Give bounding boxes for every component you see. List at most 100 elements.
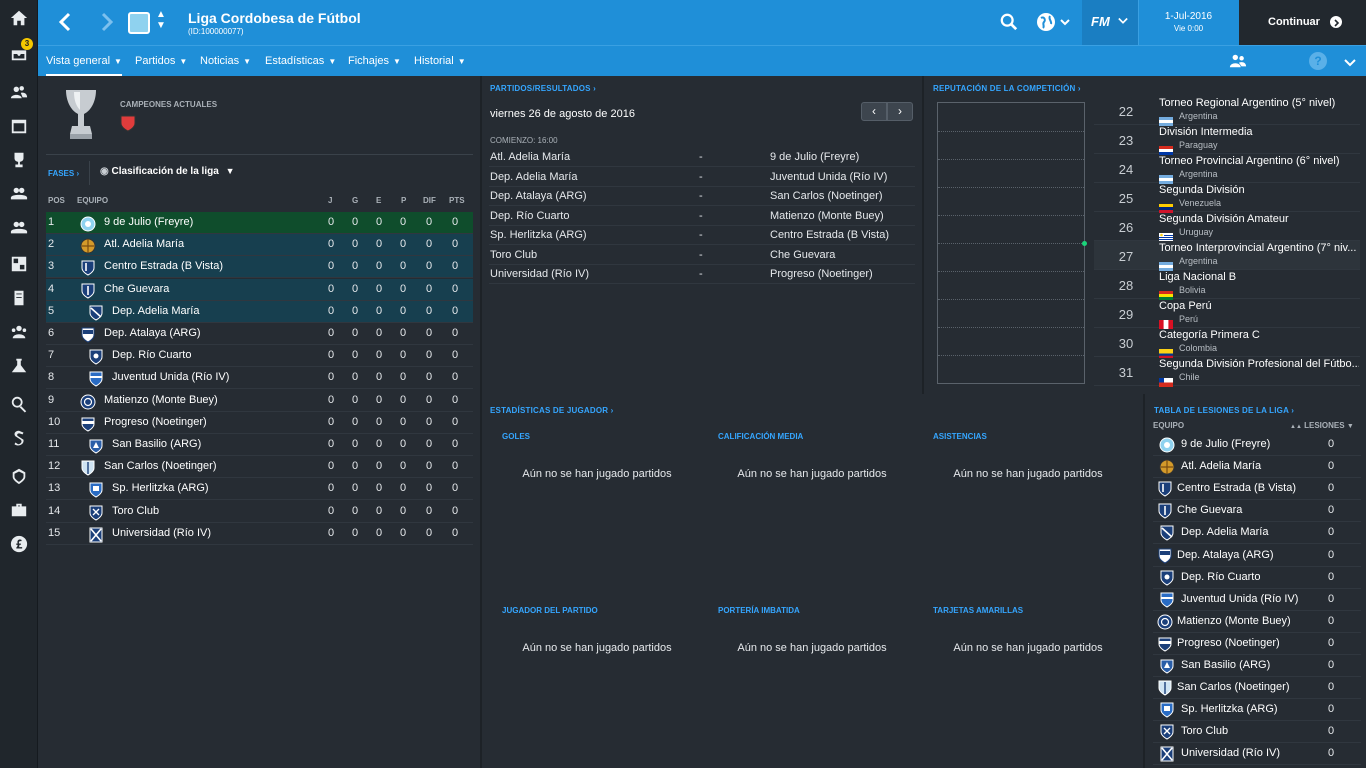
home-icon[interactable] [7,6,31,30]
away-team[interactable]: 9 de Julio (Freyre) [770,151,860,163]
assists-title[interactable]: ASISTENCIAS [933,432,987,441]
competition-switch-icon[interactable]: ▲ ▼ [156,9,166,31]
table-row[interactable]: 14 Toro Club 0 0 0 0 0 0 [46,501,473,523]
reputation-row[interactable]: 26 Segunda División Amateur Uruguay [1094,212,1360,242]
header-team[interactable]: EQUIPO [77,196,109,205]
yellow-cards-title[interactable]: TARJETAS AMARILLAS [933,606,1024,615]
team-name[interactable]: Juventud Unida (Río IV) [112,371,230,384]
report-icon[interactable] [7,286,31,310]
fixture-row[interactable]: Atl. Adelia María - 9 de Julio (Freyre) [489,148,915,167]
injuries-title[interactable]: TABLA DE LESIONES DE LA LIGA › [1154,406,1295,415]
trophy-icon[interactable] [7,148,31,172]
team-name[interactable]: Atl. Adelia María [104,238,185,251]
injury-row[interactable]: Toro Club 0 [1153,721,1361,744]
goals-title[interactable]: GOLES [502,432,531,441]
team-name[interactable]: Progreso (Noetinger) [104,415,207,428]
champion-crest[interactable] [120,114,136,132]
competition-name[interactable]: Liga Nacional B [1159,271,1237,283]
table-row[interactable]: 7 Dep. Río Cuarto 0 0 0 0 0 0 [46,345,473,368]
competition-name[interactable]: División Intermedia [1159,126,1253,138]
tactics-icon[interactable] [7,252,31,276]
team-name[interactable]: Che Guevara [1177,504,1243,517]
player-stats-title[interactable]: ESTADÍSTICAS DE JUGADOR › [490,406,614,415]
home-team[interactable]: Sp. Herlitzka (ARG) [490,229,587,241]
reputation-row[interactable]: 31 Segunda División Profesional del Fútbo… [1094,357,1360,387]
tab-transfers[interactable]: Fichajes ▼ [348,46,401,76]
briefcase-icon[interactable] [7,498,31,522]
header-won[interactable]: G [352,196,359,205]
competition-name[interactable]: Torneo Interprovincial Argentino (7° niv… [1159,242,1357,254]
people-icon[interactable] [1228,52,1248,70]
away-team[interactable]: Che Guevara [770,248,836,261]
header-points[interactable]: PTS [449,196,465,205]
calendar-icon[interactable] [7,114,31,138]
reputation-row[interactable]: 25 Segunda División Venezuela [1094,183,1360,213]
injury-row[interactable]: Atl. Adelia María 0 [1153,456,1361,479]
squad-icon[interactable] [7,80,31,104]
back-icon[interactable] [54,10,78,34]
away-team[interactable]: San Carlos (Noetinger) [770,190,883,202]
competition-name[interactable]: Segunda División [1159,184,1245,196]
team-name[interactable]: Dep. Atalaya (ARG) [104,327,201,339]
tab-overview[interactable]: Vista general ▼ [46,46,122,76]
home-team[interactable]: Dep. Adelia María [490,170,578,183]
team-name[interactable]: Dep. Atalaya (ARG) [1177,548,1274,561]
team-name[interactable]: San Basilio (ARG) [1181,659,1271,671]
injury-row[interactable]: Centro Estrada (B Vista) 0 [1153,478,1361,501]
competition-name[interactable]: Categoría Primera C [1159,329,1260,341]
reputation-row[interactable]: 27 Torneo Interprovincial Argentino (7° n… [1094,241,1360,271]
inbox-icon[interactable]: 3 [7,38,33,66]
fixture-row[interactable]: Dep. Atalaya (ARG) - San Carlos (Noetinger… [489,187,915,206]
table-row[interactable]: 13 Sp. Herlitzka (ARG) 0 0 0 0 0 0 [46,478,473,501]
table-row[interactable]: 10 Progreso (Noetinger) 0 0 0 0 0 0 [46,412,473,434]
team-name[interactable]: Universidad (Río IV) [1181,747,1281,760]
team-name[interactable]: Dep. Adelia María [112,304,200,317]
fixture-row[interactable]: Universidad (Río IV) - Progreso (Noetinger… [489,265,915,284]
team-name[interactable]: Toro Club [112,504,160,517]
injury-row[interactable]: Dep. Atalaya (ARG) 0 [1153,545,1361,567]
team-name[interactable]: 9 de Julio (Freyre) [104,216,194,228]
team-name[interactable]: 9 de Julio (Freyre) [1181,438,1271,450]
fm-menu[interactable]: FM [1082,0,1138,45]
phases-link[interactable]: FASES › [48,169,80,178]
tab-history[interactable]: Historial ▼ [414,46,466,76]
away-team[interactable]: Progreso (Noetinger) [770,268,873,280]
competition-name[interactable]: Segunda División Profesional del Fútbo..… [1159,358,1359,370]
away-team[interactable]: Juventud Unida (Río IV) [770,170,888,183]
table-row[interactable]: 4 Che Guevara 0 0 0 0 0 0 [46,278,473,301]
team-name[interactable]: Centro Estrada (B Vista) [104,260,224,273]
tab-news[interactable]: Noticias ▼ [200,46,251,76]
home-team[interactable]: Dep. Atalaya (ARG) [490,190,587,202]
injury-row[interactable]: Dep. Adelia María 0 [1153,522,1361,545]
injuries-col-header[interactable]: ▲▲ LESIONES ▼ [1290,421,1354,430]
table-row[interactable]: 5 Dep. Adelia María 0 0 0 0 0 0 [46,300,473,323]
clean-sheets-title[interactable]: PORTERÍA IMBATIDA [718,606,800,615]
team-name[interactable]: Progreso (Noetinger) [1177,636,1280,649]
header-played[interactable]: J [328,196,333,205]
injury-row[interactable]: San Carlos (Noetinger) 0 [1153,677,1361,700]
reputation-row[interactable]: 30 Categoría Primera C Colombia [1094,328,1360,358]
home-team[interactable]: Atl. Adelia María [490,151,571,163]
header-pos[interactable]: POS [48,196,65,205]
world-icon[interactable] [1036,12,1072,32]
fixture-row[interactable]: Sp. Herlitzka (ARG) - Centro Estrada (B Vi… [489,226,915,245]
next-date-button[interactable]: › [887,102,913,121]
training-icon[interactable] [7,354,31,378]
stage-dropdown[interactable]: ◉ Clasificación de la liga ▼ [100,166,234,177]
reserves-icon[interactable] [7,182,31,206]
injury-row[interactable]: Sp. Herlitzka (ARG) 0 [1153,699,1361,722]
team-name[interactable]: Matienzo (Monte Buey) [104,393,218,406]
fixture-row[interactable]: Dep. Adelia María - Juventud Unida (Río IV… [489,168,915,187]
location-icon[interactable] [7,464,31,488]
tab-stats[interactable]: Estadísticas ▼ [265,46,336,76]
table-row[interactable]: 1 9 de Julio (Freyre) 0 0 0 0 0 0 [46,212,473,234]
prev-date-button[interactable]: ‹ [861,102,887,121]
team-name[interactable]: Dep. Adelia María [1181,526,1269,539]
competition-name[interactable]: Torneo Regional Argentino (5° nivel) [1159,97,1336,109]
team-name[interactable]: Atl. Adelia María [1181,460,1262,473]
fixture-row[interactable]: Dep. Río Cuarto - Matienzo (Monte Buey) [489,207,915,226]
team-name[interactable]: Toro Club [1181,725,1229,738]
reputation-row[interactable]: 22 Torneo Regional Argentino (5° nivel) Ar… [1094,96,1360,126]
home-team[interactable]: Toro Club [490,248,538,261]
u20-icon[interactable] [7,216,31,240]
